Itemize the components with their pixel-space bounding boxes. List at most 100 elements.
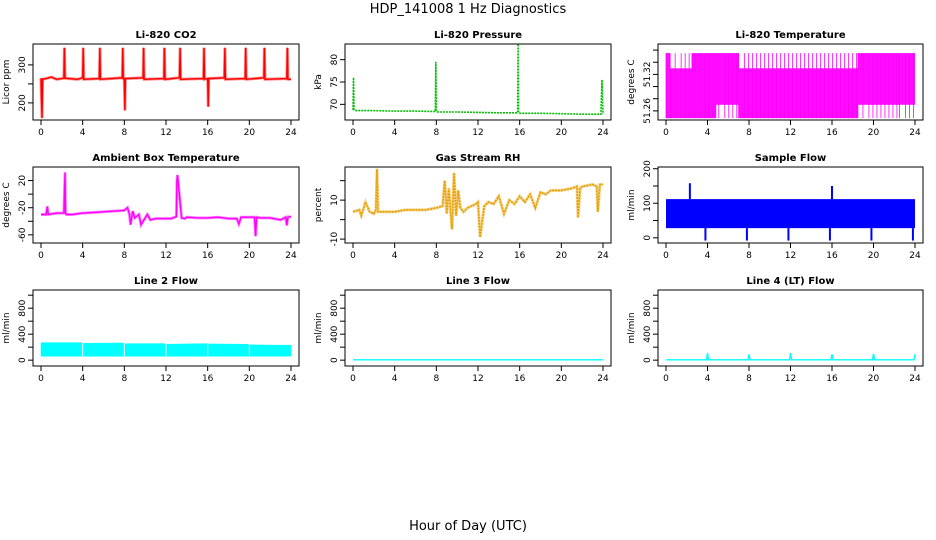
x-tick-label: 12 — [160, 251, 171, 261]
chart-title: Li-820 Temperature — [735, 30, 845, 41]
x-tick-label: 24 — [285, 374, 297, 384]
y-axis-label: ml/min — [2, 312, 12, 343]
chart-panel-1: Li-820 CO2 Licor ppm 0 4 8 12 16 20 24 200 300 — [2, 30, 300, 138]
x-tick-label: 12 — [472, 374, 483, 384]
x-tick-label: 16 — [826, 374, 838, 384]
plot-frame — [344, 289, 612, 367]
chart-panel-3: Li-820 Temperature degrees C 0 4 8 12 16 20 24 51… — [627, 30, 924, 138]
y-axis-label: ml/min — [627, 189, 637, 220]
x-tick-label: 20 — [868, 251, 880, 261]
x-tick-label: 16 — [202, 128, 214, 138]
x-tick-label: 16 — [826, 251, 838, 261]
y-axis-label: degrees C — [2, 182, 12, 227]
y-tick-label: 20 — [18, 175, 28, 187]
x-tick-label: 16 — [514, 128, 526, 138]
x-tick-label: 16 — [826, 128, 838, 138]
x-tick-label: 4 — [80, 251, 86, 261]
x-tick-label: 20 — [556, 251, 568, 261]
x-tick-label: 24 — [909, 128, 921, 138]
x-tick-label: 8 — [746, 251, 752, 261]
y-tick-label: 10 — [330, 194, 340, 206]
x-tick-label: 16 — [202, 251, 214, 261]
y-tick-label: -20 — [18, 200, 28, 215]
chart-title: Line 4 (LT) Flow — [746, 276, 834, 287]
x-tick-label: 0 — [350, 128, 356, 138]
temperature-band — [857, 53, 900, 105]
series-line — [41, 172, 292, 237]
x-tick-label: 24 — [597, 251, 609, 261]
x-tick-label: 12 — [785, 251, 796, 261]
y-tick-label: -60 — [18, 227, 28, 242]
series-noise — [41, 172, 292, 237]
x-tick-label: 8 — [121, 374, 127, 384]
x-tick-label: 8 — [433, 128, 439, 138]
y-tick-label: 100 — [643, 194, 653, 211]
x-tick-label: 20 — [244, 128, 256, 138]
y-tick-label: 800 — [643, 299, 653, 316]
x-tick-label: 16 — [514, 251, 526, 261]
y-tick-label: 0 — [643, 357, 653, 363]
page-title: HDP_141008 1 Hz Diagnostics — [369, 2, 567, 17]
chart-panel-9: Line 4 (LT) Flow ml/min 0 4 8 12 16 20 24 0 400 800 — [627, 276, 924, 384]
y-axis-label: percent — [314, 187, 324, 222]
chart-panel-4: Ambient Box Temperature degrees C 0 4 8 12 16 2… — [2, 153, 300, 261]
series-noise — [39, 47, 291, 119]
y-axis-label: Licor ppm — [2, 60, 12, 105]
y-tick-label: 200 — [643, 160, 653, 177]
x-tick-label: 0 — [350, 251, 356, 261]
series-noise — [352, 168, 603, 238]
y-axis-label: degrees C — [627, 59, 637, 104]
x-tick-label: 4 — [705, 251, 711, 261]
x-tick-label: 20 — [868, 374, 880, 384]
x-tick-label: 12 — [785, 128, 796, 138]
x-tick-label: 24 — [909, 374, 921, 384]
x-tick-label: 0 — [38, 251, 44, 261]
x-tick-label: 16 — [514, 374, 526, 384]
x-tick-label: 8 — [121, 251, 127, 261]
x-tick-label: 24 — [285, 128, 297, 138]
y-tick-label: 0 — [330, 357, 340, 363]
x-tick-label: 20 — [868, 128, 880, 138]
y-tick-label: 800 — [330, 299, 340, 316]
series-line — [666, 352, 916, 361]
chart-title: Li-820 Pressure — [434, 30, 522, 41]
x-tick-label: 24 — [597, 374, 609, 384]
x-tick-label: 12 — [160, 374, 171, 384]
temperature-band — [666, 53, 671, 119]
temperature-band — [715, 53, 739, 105]
page-x-axis-label: Hour of Day (UTC) — [409, 519, 527, 534]
x-tick-label: 4 — [80, 374, 86, 384]
y-axis-label: kPa — [314, 74, 324, 90]
chart-panel-8: Line 3 Flow ml/min 0 4 8 12 16 20 24 0 400 800 — [314, 276, 612, 384]
x-tick-label: 24 — [285, 251, 297, 261]
plot-frame — [32, 166, 300, 244]
x-tick-label: 20 — [556, 374, 568, 384]
y-tick-label: 0 — [18, 357, 28, 363]
x-tick-label: 0 — [38, 374, 44, 384]
y-tick-label: 75 — [330, 76, 340, 87]
y-tick-label: 70 — [330, 98, 340, 110]
series-line — [352, 43, 604, 115]
y-tick-label: 400 — [643, 325, 653, 342]
chart-title: Ambient Box Temperature — [92, 153, 239, 164]
x-tick-label: 8 — [746, 374, 752, 384]
x-tick-label: 0 — [663, 128, 669, 138]
x-tick-label: 16 — [202, 374, 214, 384]
x-tick-label: 20 — [244, 251, 256, 261]
x-tick-label: 0 — [350, 374, 356, 384]
series-line — [40, 47, 291, 119]
x-tick-label: 12 — [785, 374, 796, 384]
chart-panel-7: Line 2 Flow ml/min 0 4 8 12 16 20 24 0 400 800 — [2, 276, 300, 384]
x-tick-label: 0 — [663, 374, 669, 384]
y-tick-label: -10 — [330, 231, 340, 246]
x-tick-label: 12 — [160, 128, 171, 138]
x-tick-label: 20 — [556, 128, 568, 138]
y-axis-label: ml/min — [627, 312, 637, 343]
x-tick-label: 8 — [433, 374, 439, 384]
x-tick-label: 4 — [705, 374, 711, 384]
y-axis-label: ml/min — [314, 312, 324, 343]
plot-frame — [344, 43, 612, 121]
temperature-band — [738, 68, 858, 119]
x-tick-label: 4 — [392, 374, 398, 384]
